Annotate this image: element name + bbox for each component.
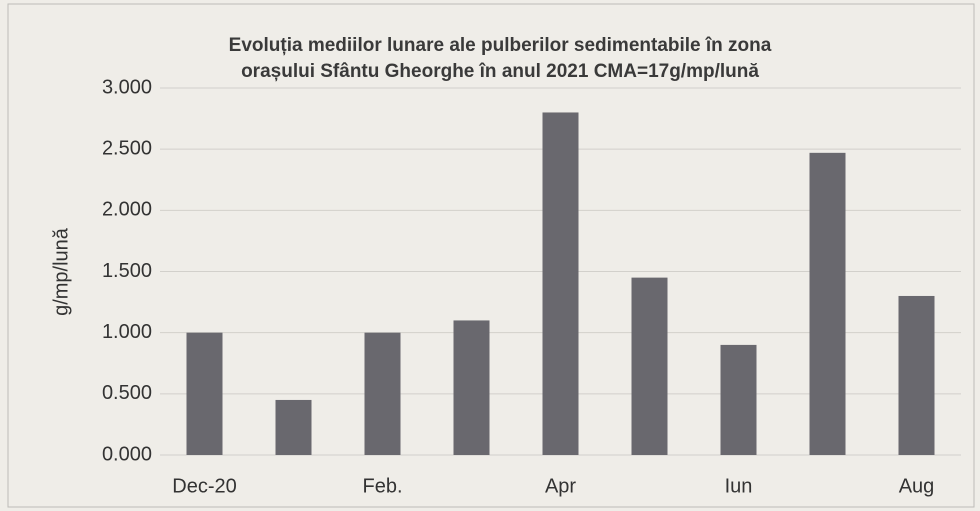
y-axis-label: g/mp/lună xyxy=(50,227,72,316)
bar xyxy=(186,332,223,455)
y-tick-label: 3.000 xyxy=(102,76,152,98)
y-tick-label: 2.000 xyxy=(102,199,152,221)
bar xyxy=(809,152,846,455)
y-tick-label: 2.500 xyxy=(102,137,152,159)
x-tick-label: Dec-20 xyxy=(172,475,236,497)
y-tick-label: 0.000 xyxy=(102,443,152,465)
chart-title: Evoluția mediilor lunare ale pulberilor … xyxy=(229,35,772,56)
bar xyxy=(720,344,757,455)
y-tick-label: 1.500 xyxy=(102,260,152,282)
x-tick-label: Aug xyxy=(899,475,935,497)
x-tick-label: Iun xyxy=(725,475,753,497)
x-tick-label: Feb. xyxy=(362,475,402,497)
bar xyxy=(453,320,490,455)
bar xyxy=(631,277,668,455)
bar xyxy=(542,112,579,455)
x-tick-label: Apr xyxy=(545,475,576,497)
chart-title: orașului Sfântu Gheorghe în anul 2021 CM… xyxy=(241,61,759,82)
bar xyxy=(275,399,312,455)
bar xyxy=(364,332,401,455)
y-tick-label: 1.000 xyxy=(102,321,152,343)
bar xyxy=(898,295,935,455)
y-tick-label: 0.500 xyxy=(102,382,152,404)
